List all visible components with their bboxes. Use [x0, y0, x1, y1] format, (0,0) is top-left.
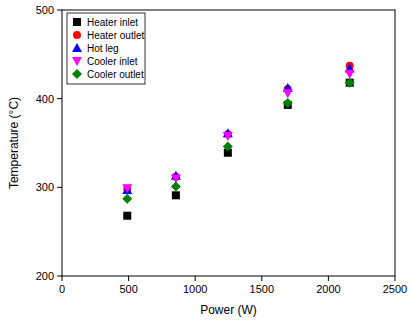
legend-marker — [73, 18, 81, 26]
point — [171, 181, 181, 191]
x-tick-label: 2500 — [383, 283, 407, 295]
legend-box — [67, 13, 145, 84]
x-tick-label: 1000 — [183, 283, 207, 295]
point — [345, 78, 355, 88]
x-axis-label: Power (W) — [200, 303, 257, 317]
point — [283, 89, 293, 98]
legend-marker — [73, 31, 81, 39]
legend-label: Cooler inlet — [87, 56, 138, 67]
x-tick-label: 500 — [119, 283, 137, 295]
y-tick — [57, 98, 62, 99]
x-tick — [328, 276, 329, 281]
legend-label: Heater inlet — [87, 17, 138, 28]
point — [123, 185, 131, 193]
point — [345, 70, 355, 79]
x-tick — [261, 276, 262, 281]
y-tick — [57, 10, 62, 11]
point — [122, 185, 132, 194]
legend-marker — [72, 57, 82, 66]
legend-marker — [72, 69, 82, 79]
legend-label: Heater outlet — [87, 30, 144, 41]
y-tick-label: 200 — [36, 270, 54, 282]
y-axis-label: Temperature (°C) — [7, 97, 21, 189]
legend-label: Cooler outlet — [87, 69, 144, 80]
y-tick-label: 500 — [36, 4, 54, 16]
y-tick — [57, 187, 62, 188]
point — [122, 184, 132, 193]
point — [346, 79, 354, 87]
legend: Heater inlet Heater outlet Hot leg Cooler i… — [67, 13, 145, 84]
chart: 0 500 1000 1500 2000 2500 200 300 400 500 Power (W… — [0, 0, 410, 329]
point — [283, 98, 293, 108]
plot-frame — [62, 10, 395, 276]
x-tick-label: 1500 — [250, 283, 274, 295]
legend-marker — [72, 43, 82, 52]
point — [172, 191, 180, 199]
x-tick-label: 2000 — [316, 283, 340, 295]
point — [122, 194, 132, 204]
y-tick-label: 400 — [36, 93, 54, 105]
point — [123, 212, 131, 220]
legend-label: Hot leg — [87, 43, 119, 54]
y-tick — [57, 276, 62, 277]
point — [223, 132, 233, 141]
x-tick-label: 0 — [59, 283, 65, 295]
x-tick — [128, 276, 129, 281]
data-points — [122, 62, 354, 220]
x-tick — [62, 276, 63, 281]
x-tick — [195, 276, 196, 281]
y-tick-label: 300 — [36, 181, 54, 193]
point — [223, 142, 233, 152]
x-tick — [395, 276, 396, 281]
